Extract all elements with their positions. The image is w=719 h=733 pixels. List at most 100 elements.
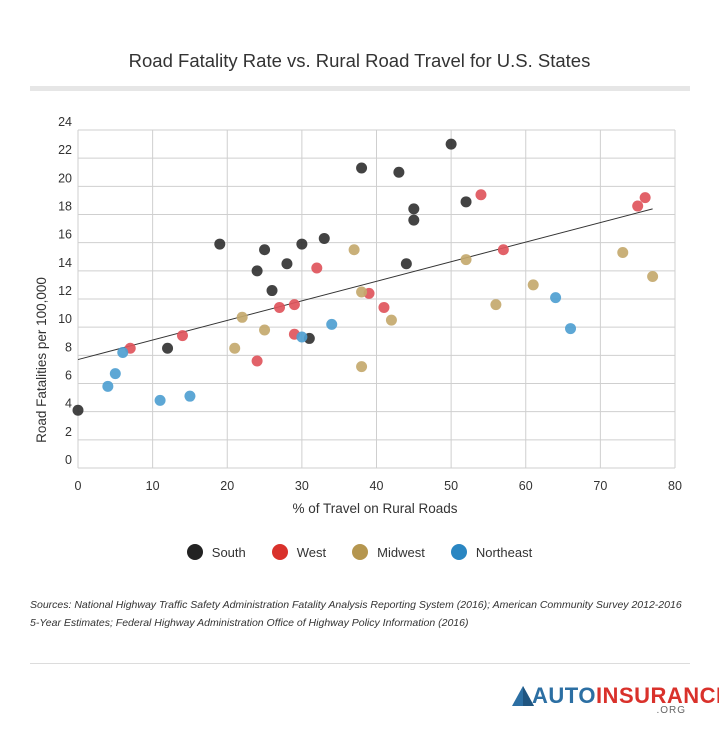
chart-grid xyxy=(77,129,676,469)
legend-label-west: West xyxy=(296,544,327,560)
x-tick-label: 80 xyxy=(668,479,682,493)
y-tick-label: 14 xyxy=(58,256,72,270)
y-tick-label: 10 xyxy=(58,312,72,326)
logo-text-insurance: INSURANCE xyxy=(595,683,719,708)
legend-swatch-south xyxy=(186,544,203,560)
x-tick-label: 30 xyxy=(295,479,309,493)
y-tick-label: 20 xyxy=(58,171,72,185)
point-west xyxy=(639,192,651,204)
point-south xyxy=(356,162,368,174)
point-west xyxy=(311,262,323,274)
logo-mountain-icon xyxy=(512,686,534,706)
point-west xyxy=(378,301,390,313)
point-northeast xyxy=(326,318,338,330)
legend-swatch-west xyxy=(271,544,288,560)
y-tick-label: 18 xyxy=(58,200,72,214)
footer-divider xyxy=(30,663,690,664)
x-tick-label: 50 xyxy=(444,479,458,493)
point-south xyxy=(296,238,308,250)
y-tick-label: 4 xyxy=(65,397,72,411)
logo-text-auto: AUTO xyxy=(532,683,596,708)
point-south xyxy=(281,258,293,270)
x-tick-label: 20 xyxy=(220,479,234,493)
y-tick-label: 22 xyxy=(58,143,72,157)
point-south xyxy=(460,196,472,208)
y-tick-label: 16 xyxy=(58,228,72,242)
point-south xyxy=(393,166,405,178)
point-west xyxy=(475,189,487,201)
y-tick-label: 12 xyxy=(58,284,72,298)
x-tick-label: 40 xyxy=(370,479,384,493)
point-south xyxy=(214,238,226,250)
point-south xyxy=(445,138,457,150)
point-midwest xyxy=(460,254,472,266)
x-axis-label: % of Travel on Rural Roads xyxy=(292,501,457,516)
autoinsurance-logo[interactable]: AUTOINSURANCE .ORG xyxy=(510,680,719,720)
legend-item-south: South xyxy=(186,544,246,560)
data-points xyxy=(72,138,659,416)
y-tick-label: 24 xyxy=(58,115,72,129)
point-south xyxy=(318,232,330,244)
point-west xyxy=(273,301,285,313)
trendline xyxy=(77,208,653,361)
point-midwest xyxy=(259,324,271,336)
y-tick-label: 8 xyxy=(65,340,72,354)
trendline-segment xyxy=(77,208,653,361)
sources-note: Sources: National Highway Traffic Safety… xyxy=(30,599,682,629)
point-northeast xyxy=(109,368,121,380)
chart-title: Road Fatality Rate vs. Rural Road Travel… xyxy=(128,50,591,71)
x-tick-label: 10 xyxy=(146,479,160,493)
y-tick-label: 6 xyxy=(65,369,72,383)
x-tick-label: 60 xyxy=(519,479,533,493)
chart-legend: South West Midwest Northeast xyxy=(0,544,719,560)
point-south xyxy=(400,258,412,270)
y-tick-label: 2 xyxy=(65,425,72,439)
point-northeast xyxy=(565,323,577,335)
logo-suffix: .ORG xyxy=(656,705,686,716)
point-northeast xyxy=(184,390,196,402)
point-west xyxy=(288,299,300,311)
title-divider xyxy=(30,86,690,91)
point-midwest xyxy=(348,244,360,256)
legend-swatch-midwest xyxy=(352,544,369,560)
point-northeast xyxy=(296,331,308,343)
point-midwest xyxy=(356,286,368,298)
point-northeast xyxy=(117,347,129,359)
y-axis-label: Road Fatalities per 100,000 xyxy=(34,277,49,443)
legend-label-midwest: Midwest xyxy=(377,544,425,560)
point-northeast xyxy=(154,394,166,406)
point-south xyxy=(259,244,271,256)
point-midwest xyxy=(490,299,502,311)
point-midwest xyxy=(527,279,539,291)
x-tick-label: 0 xyxy=(75,479,82,493)
legend-item-west: West xyxy=(271,544,327,560)
point-midwest xyxy=(385,314,397,326)
y-tick-label: 0 xyxy=(65,453,72,467)
point-south xyxy=(72,404,84,416)
point-midwest xyxy=(617,247,629,259)
point-west xyxy=(632,200,644,212)
point-midwest xyxy=(356,361,368,373)
x-tick-labels: 0 10 20 30 40 50 60 70 80 xyxy=(75,479,682,493)
legend-item-midwest: Midwest xyxy=(352,544,425,560)
legend-label-south: South xyxy=(211,544,246,560)
legend-item-northeast: Northeast xyxy=(450,544,533,560)
point-south xyxy=(251,265,263,277)
logo-wordmark: AUTOINSURANCE xyxy=(532,683,719,709)
point-midwest xyxy=(647,270,659,282)
point-northeast xyxy=(102,380,114,392)
point-west xyxy=(251,355,263,367)
point-midwest xyxy=(236,311,248,323)
point-northeast xyxy=(550,292,562,304)
legend-label-northeast: Northeast xyxy=(475,544,533,560)
point-south xyxy=(266,285,278,297)
legend-swatch-northeast xyxy=(450,544,467,560)
point-south xyxy=(408,203,420,215)
point-west xyxy=(497,244,509,256)
point-west xyxy=(176,330,188,342)
point-south xyxy=(408,214,420,226)
point-south xyxy=(162,342,174,354)
point-midwest xyxy=(229,342,241,354)
